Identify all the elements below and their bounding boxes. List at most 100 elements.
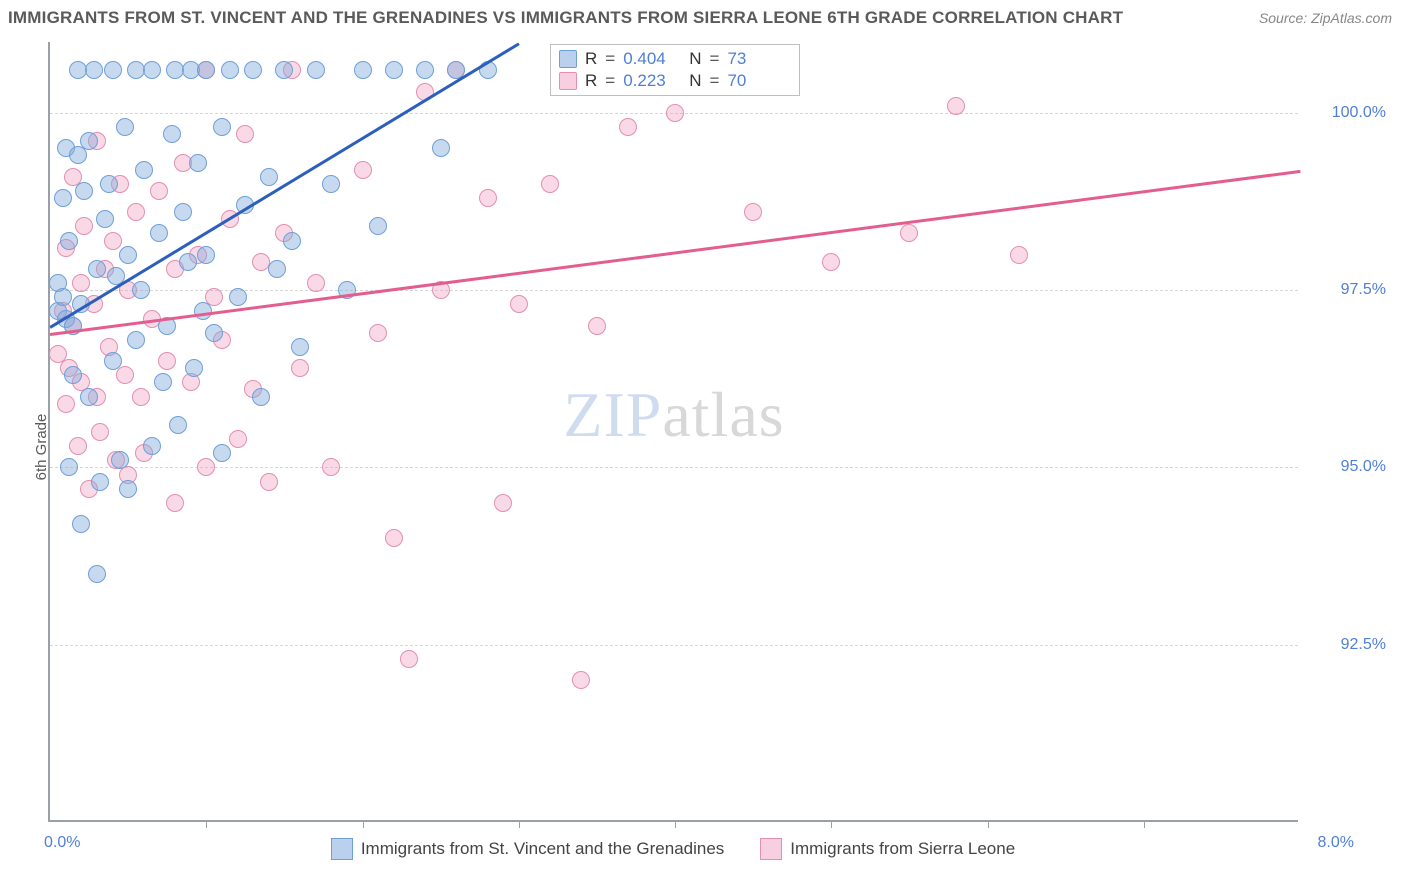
data-point	[385, 529, 403, 547]
data-point	[75, 182, 93, 200]
data-point	[400, 650, 418, 668]
y-tick-label: 95.0%	[1306, 458, 1386, 476]
data-point	[60, 458, 78, 476]
data-point	[197, 458, 215, 476]
stats-row-b: R = 0.223 N = 70	[559, 71, 785, 91]
r-label: R	[585, 49, 597, 69]
data-point	[354, 161, 372, 179]
x-tick	[675, 820, 676, 828]
data-point	[268, 260, 286, 278]
data-point	[69, 437, 87, 455]
data-point	[369, 217, 387, 235]
data-point	[116, 366, 134, 384]
data-point	[72, 274, 90, 292]
data-point	[236, 125, 254, 143]
data-point	[150, 182, 168, 200]
legend-label-a: Immigrants from St. Vincent and the Gren…	[361, 839, 724, 859]
data-point	[135, 161, 153, 179]
data-point	[900, 224, 918, 242]
data-point	[85, 61, 103, 79]
watermark-zip: ZIP	[563, 379, 662, 450]
data-point	[163, 125, 181, 143]
data-point	[104, 232, 122, 250]
data-point	[494, 494, 512, 512]
data-point	[205, 324, 223, 342]
data-point	[132, 281, 150, 299]
legend-swatch-pink-icon	[760, 838, 782, 860]
data-point	[96, 210, 114, 228]
data-point	[88, 260, 106, 278]
chart-header: IMMIGRANTS FROM ST. VINCENT AND THE GREN…	[0, 0, 1406, 32]
data-point	[104, 352, 122, 370]
legend-label-b: Immigrants from Sierra Leone	[790, 839, 1015, 859]
data-point	[385, 61, 403, 79]
y-tick-label: 97.5%	[1306, 281, 1386, 299]
data-point	[119, 246, 137, 264]
data-point	[822, 253, 840, 271]
data-point	[1010, 246, 1028, 264]
y-tick-label: 92.5%	[1306, 636, 1386, 654]
watermark-atlas: atlas	[662, 379, 784, 450]
data-point	[588, 317, 606, 335]
data-point	[189, 154, 207, 172]
n-label: N	[689, 71, 701, 91]
data-point	[166, 494, 184, 512]
n-value-b: 70	[727, 71, 785, 91]
data-point	[744, 203, 762, 221]
chart-area: 6th Grade ZIPatlas R = 0.404 N = 73 R = …	[0, 32, 1406, 862]
y-tick-label: 100.0%	[1306, 104, 1386, 122]
legend-item-a: Immigrants from St. Vincent and the Gren…	[331, 838, 724, 860]
data-point	[541, 175, 559, 193]
data-point	[100, 175, 118, 193]
data-point	[283, 232, 301, 250]
data-point	[307, 274, 325, 292]
bottom-legend: Immigrants from St. Vincent and the Gren…	[48, 838, 1298, 860]
data-point	[260, 473, 278, 491]
trend-line	[50, 170, 1300, 336]
data-point	[947, 97, 965, 115]
data-point	[510, 295, 528, 313]
data-point	[57, 395, 75, 413]
gridline	[50, 645, 1298, 646]
data-point	[369, 324, 387, 342]
eq-sign: =	[710, 71, 720, 91]
data-point	[354, 61, 372, 79]
data-point	[185, 359, 203, 377]
data-point	[64, 366, 82, 384]
data-point	[127, 203, 145, 221]
x-tick	[988, 820, 989, 828]
data-point	[260, 168, 278, 186]
data-point	[307, 61, 325, 79]
data-point	[322, 458, 340, 476]
eq-sign: =	[605, 49, 615, 69]
data-point	[54, 189, 72, 207]
data-point	[174, 203, 192, 221]
legend-swatch-blue-icon	[331, 838, 353, 860]
x-tick-max: 8.0%	[1318, 834, 1354, 852]
scatter-plot: ZIPatlas R = 0.404 N = 73 R = 0.223 N = …	[48, 42, 1298, 822]
data-point	[229, 430, 247, 448]
data-point	[143, 437, 161, 455]
data-point	[91, 473, 109, 491]
data-point	[132, 388, 150, 406]
n-label: N	[689, 49, 701, 69]
data-point	[127, 331, 145, 349]
watermark: ZIPatlas	[563, 378, 784, 452]
data-point	[119, 480, 137, 498]
data-point	[432, 139, 450, 157]
data-point	[80, 388, 98, 406]
r-value-a: 0.404	[623, 49, 681, 69]
data-point	[244, 61, 262, 79]
data-point	[60, 232, 78, 250]
data-point	[572, 671, 590, 689]
gridline	[50, 467, 1298, 468]
data-point	[154, 373, 172, 391]
data-point	[88, 565, 106, 583]
data-point	[666, 104, 684, 122]
swatch-blue-icon	[559, 50, 577, 68]
x-tick	[1144, 820, 1145, 828]
chart-title: IMMIGRANTS FROM ST. VINCENT AND THE GREN…	[8, 8, 1123, 28]
r-label: R	[585, 71, 597, 91]
data-point	[197, 61, 215, 79]
data-point	[104, 61, 122, 79]
